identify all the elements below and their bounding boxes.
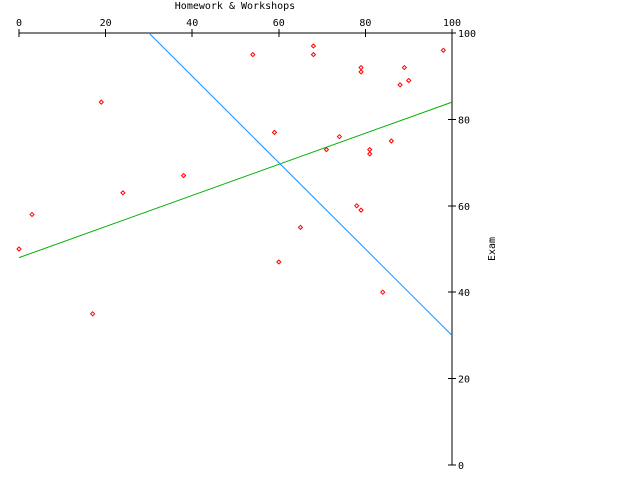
data-point: [120, 190, 126, 196]
data-point: [98, 99, 104, 105]
y-tick-label: 0: [458, 461, 464, 472]
x-tick-label: 20: [100, 18, 112, 29]
data-point: [29, 211, 35, 218]
data-point: [180, 172, 187, 179]
data-point: [358, 207, 364, 213]
x-tick-label: 100: [443, 18, 461, 29]
data-point: [367, 151, 373, 157]
data-points: [16, 43, 447, 317]
data-point: [358, 69, 364, 75]
fit-line-1: [18, 101, 453, 259]
y-tick-label: 40: [458, 288, 470, 299]
data-point: [397, 82, 403, 88]
data-point: [358, 64, 364, 71]
data-point: [323, 146, 330, 153]
y-tick-label: 20: [458, 375, 470, 386]
fit-line-2: [148, 32, 453, 336]
data-point: [405, 77, 412, 84]
data-point: [16, 246, 22, 252]
x-tick-label: 0: [16, 18, 22, 29]
fit-lines: [18, 32, 453, 336]
data-point: [388, 138, 395, 144]
data-point: [380, 289, 386, 295]
x-tick-label: 80: [359, 18, 371, 29]
data-point: [440, 47, 447, 53]
y-tick-label: 100: [458, 29, 476, 40]
data-point: [89, 311, 96, 317]
data-point: [271, 129, 278, 136]
data-point: [310, 51, 317, 58]
axes: 0 20 40 60 80 100 0 20 40 60 80 100: [16, 18, 476, 472]
y-tick-label: 80: [458, 115, 470, 126]
x-axis-title: Homework & Workshops: [175, 1, 295, 12]
data-point: [310, 43, 317, 49]
data-point: [250, 51, 256, 58]
data-point: [354, 203, 360, 209]
data-point: [297, 224, 304, 231]
x-tick-label: 60: [273, 18, 285, 29]
y-tick-label: 60: [458, 202, 470, 213]
data-point: [367, 146, 373, 153]
data-point: [336, 133, 343, 140]
y-axis-title: Exam: [487, 237, 498, 261]
x-tick-label: 40: [186, 18, 198, 29]
data-point: [276, 259, 282, 265]
data-point: [401, 64, 408, 71]
